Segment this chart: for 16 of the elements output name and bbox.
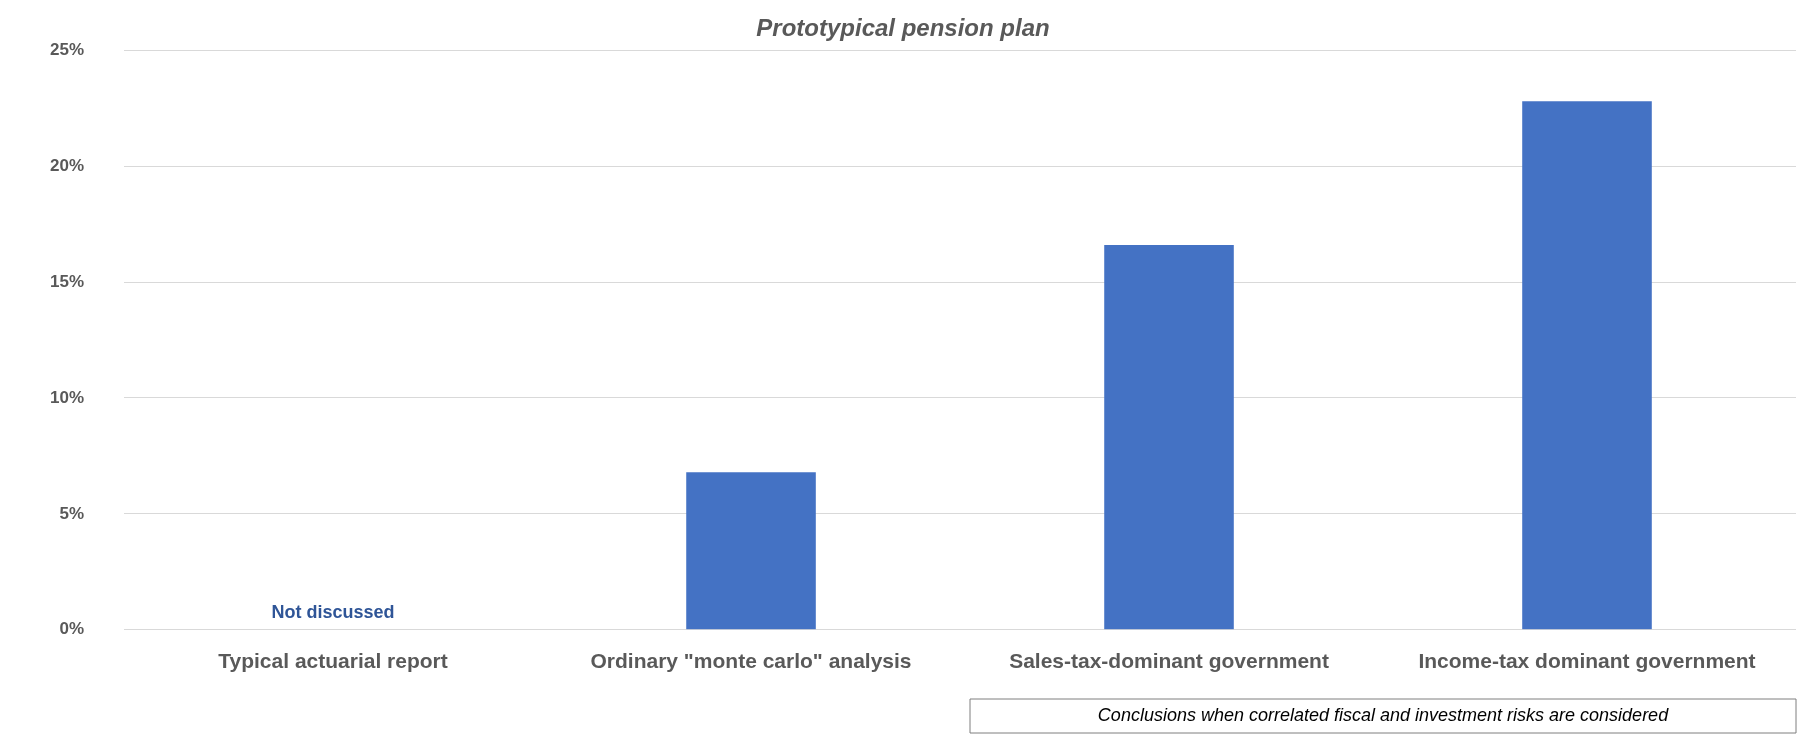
y-tick-label: 10% (49, 387, 85, 407)
x-tick-label: Sales-tax-dominant government (1009, 649, 1329, 673)
chart-title: Prototypical pension plan (756, 14, 1050, 42)
x-tick-label: Income-tax dominant government (1418, 649, 1756, 673)
y-tick-label: 5% (59, 503, 85, 523)
y-tick-label: 15% (49, 271, 85, 291)
bar (686, 472, 816, 630)
y-tick-label: 20% (49, 155, 85, 175)
annotation: Not discussed (271, 601, 395, 622)
x-tick-label: Typical actuarial report (218, 649, 448, 673)
bar (1522, 101, 1652, 630)
x-tick-label: Ordinary "monte carlo" analysis (590, 649, 912, 673)
y-tick-label: 25% (49, 39, 85, 59)
bar (1104, 244, 1234, 630)
text: Conclusions when correlated fiscal and investment risks are considered (1097, 705, 1670, 725)
y-tick-label: 0% (59, 619, 85, 639)
